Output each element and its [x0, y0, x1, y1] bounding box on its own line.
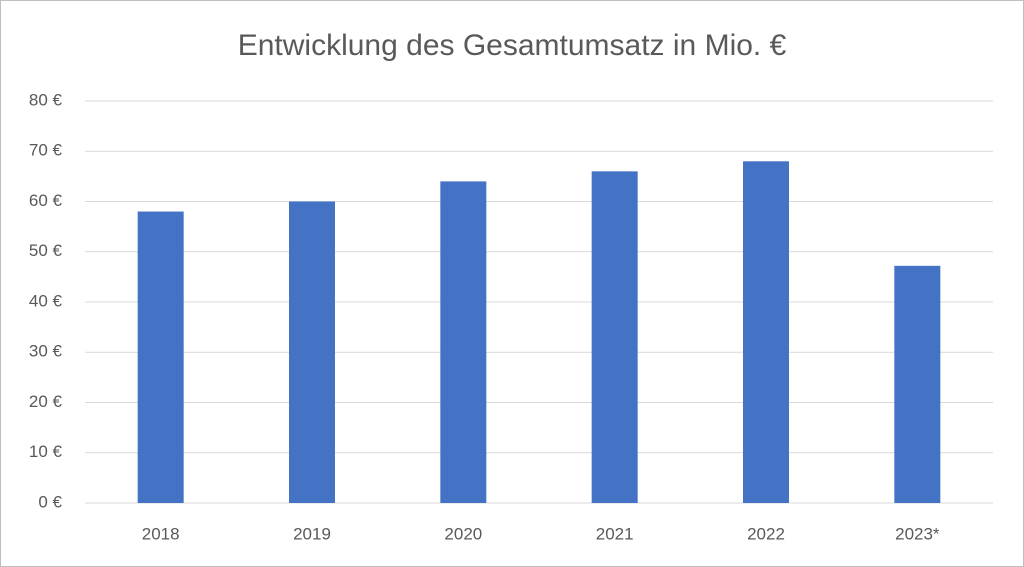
x-tick-label: 2020 [444, 524, 482, 543]
y-tick-label: 80 € [29, 90, 63, 109]
y-tick-label: 30 € [29, 342, 63, 361]
chart-title: Entwicklung des Gesamtumsatz in Mio. € [238, 29, 787, 62]
y-tick-label: 50 € [29, 241, 63, 260]
x-tick-label: 2023* [895, 524, 940, 543]
y-tick-label: 40 € [29, 291, 63, 310]
x-tick-label: 2019 [293, 524, 331, 543]
bar [591, 171, 638, 503]
x-tick-label: 2022 [747, 524, 785, 543]
y-tick-label: 70 € [29, 141, 63, 160]
bar [289, 201, 335, 503]
x-tick-label: 2021 [596, 524, 634, 543]
bar [440, 181, 487, 503]
y-tick-label: 60 € [29, 191, 63, 210]
bar [743, 161, 789, 504]
y-tick-label: 10 € [29, 442, 63, 461]
bar [894, 265, 941, 503]
y-tick-label: 20 € [29, 392, 63, 411]
y-tick-label: 0 € [38, 492, 62, 511]
bar [137, 211, 184, 504]
x-tick-label: 2018 [142, 524, 180, 543]
